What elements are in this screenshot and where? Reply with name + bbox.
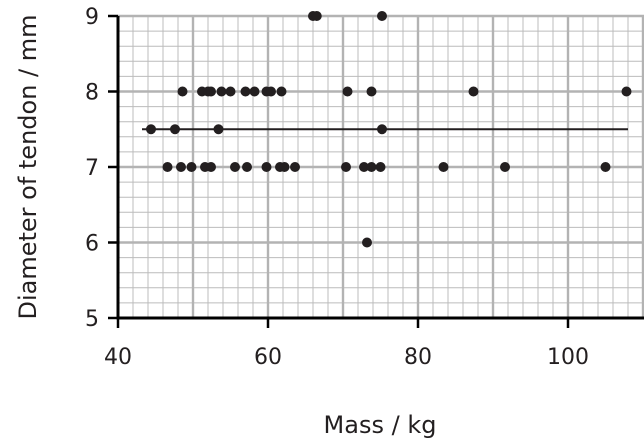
data-point xyxy=(177,86,188,97)
data-point xyxy=(468,86,479,97)
y-tick-label: 5 xyxy=(85,307,99,332)
data-point xyxy=(377,124,387,135)
tick-labels: 5 6 7 8 9 40 60 80 100 xyxy=(85,5,589,370)
y-tick-label: 8 xyxy=(85,81,99,106)
data-point xyxy=(213,124,224,135)
data-point xyxy=(276,86,287,97)
data-point xyxy=(162,162,173,172)
data-point xyxy=(311,11,322,21)
data-points xyxy=(146,11,632,248)
x-tick-label: 80 xyxy=(404,345,432,370)
data-point xyxy=(240,86,251,97)
x-tick-label: 60 xyxy=(254,345,282,370)
data-point xyxy=(216,86,227,97)
y-tick-label: 9 xyxy=(85,5,99,30)
data-point xyxy=(438,162,449,172)
data-point xyxy=(342,86,353,97)
data-point xyxy=(206,86,216,97)
data-point xyxy=(341,162,351,172)
x-axis-label: Mass / kg xyxy=(324,411,437,439)
data-point xyxy=(375,162,386,172)
data-point xyxy=(362,237,372,248)
data-point xyxy=(366,162,377,172)
x-tick-label: 40 xyxy=(104,345,132,370)
data-point xyxy=(366,86,377,97)
axes xyxy=(108,14,644,328)
data-point xyxy=(249,86,260,97)
data-point xyxy=(266,86,276,97)
y-tick-label: 7 xyxy=(85,156,99,181)
data-point xyxy=(176,162,186,172)
data-point xyxy=(230,162,240,172)
data-point xyxy=(206,162,216,172)
data-point xyxy=(290,162,300,172)
data-point xyxy=(621,86,632,97)
y-tick-label: 6 xyxy=(85,232,99,257)
data-point xyxy=(186,162,197,172)
y-axis-label: Diameter of tendon / mm xyxy=(14,14,42,319)
data-point xyxy=(170,124,180,135)
x-tick-label: 100 xyxy=(547,345,589,370)
data-point xyxy=(242,162,252,172)
data-point xyxy=(359,162,369,172)
data-point xyxy=(225,86,236,97)
data-point xyxy=(377,11,387,21)
data-point xyxy=(146,124,156,135)
data-point xyxy=(600,162,611,172)
data-point xyxy=(500,162,510,172)
data-point xyxy=(261,162,272,172)
data-point xyxy=(279,162,290,172)
